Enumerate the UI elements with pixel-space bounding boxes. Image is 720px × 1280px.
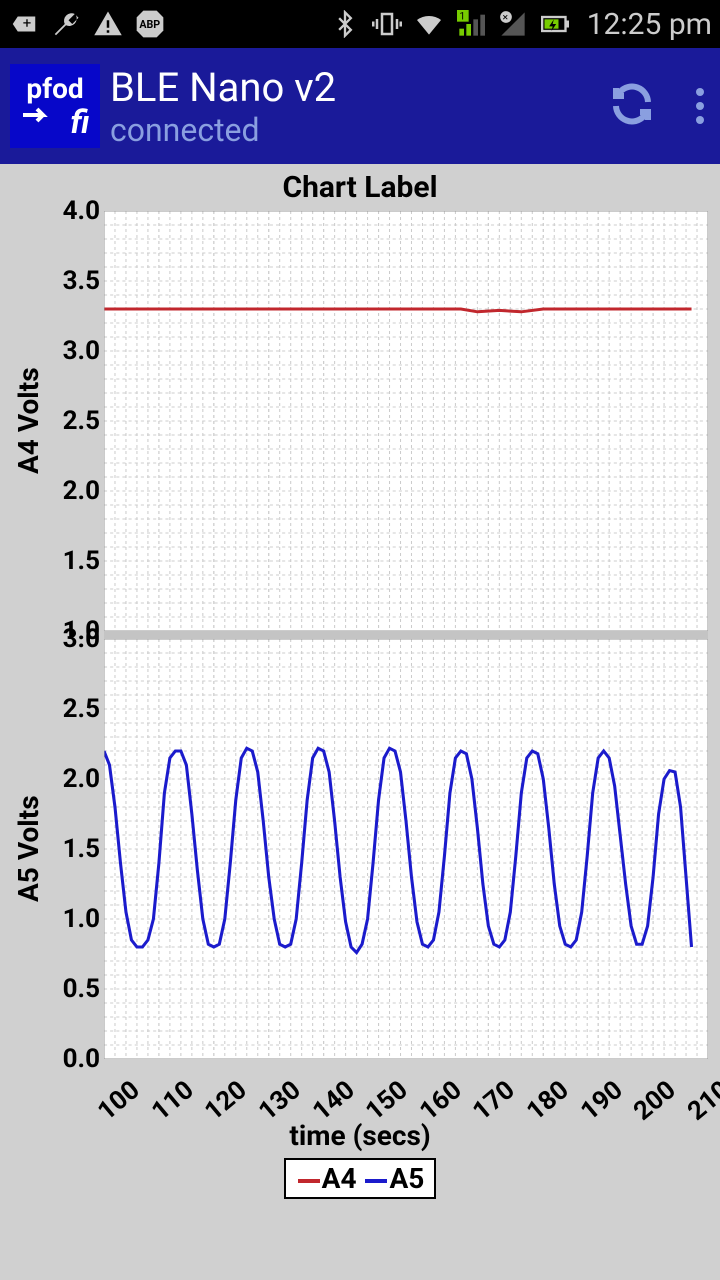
panel-divider — [104, 631, 708, 639]
app-bar: pfod fi BLE Nano v2 connected — [0, 48, 720, 164]
wrench-icon — [50, 8, 82, 40]
status-system: 1 × 12:25 pm — [329, 7, 712, 42]
app-subtitle: connected — [110, 111, 336, 149]
android-status-bar: + ABP 1 × 12:25 pm — [0, 0, 720, 48]
abp-icon: ABP — [134, 8, 166, 40]
tag-icon: + — [8, 8, 40, 40]
chart-legend: A4 A5 — [284, 1158, 437, 1199]
wifi-icon — [413, 8, 445, 40]
app-title: BLE Nano v2 — [110, 64, 336, 111]
logo-top: pfod — [26, 75, 83, 103]
svg-text:×: × — [502, 11, 508, 24]
svg-text:ABP: ABP — [139, 18, 160, 31]
app-logo: pfod fi — [10, 64, 100, 148]
warning-icon — [92, 8, 124, 40]
status-notifications: + ABP — [8, 8, 166, 40]
panel2-ylabel: A5 Volts — [12, 639, 44, 1059]
svg-text:+: + — [23, 14, 32, 32]
chart-xlabel: time (secs) — [12, 1119, 708, 1152]
status-time: 12:25 pm — [587, 7, 712, 42]
svg-text:1: 1 — [459, 10, 465, 22]
vibrate-icon — [371, 8, 403, 40]
battery-icon — [539, 8, 571, 40]
signal2-icon: × — [497, 8, 529, 40]
app-title-block: BLE Nano v2 connected — [110, 64, 336, 149]
refresh-button[interactable] — [608, 80, 656, 132]
legend-item-a5: A5 — [389, 1162, 424, 1195]
bluetooth-icon — [329, 8, 361, 40]
panel1-ylabel: A4 Volts — [12, 211, 44, 631]
chart-container: Chart Label A4 Volts A5 Volts 1.01.52.02… — [0, 164, 720, 1207]
chart-title: Chart Label — [12, 168, 708, 211]
legend-item-a4: A4 — [322, 1162, 357, 1195]
chart-panel-a4[interactable] — [104, 211, 708, 631]
overflow-menu-button[interactable] — [696, 88, 704, 124]
signal1-icon: 1 — [455, 8, 487, 40]
logo-bottom: fi — [21, 103, 90, 138]
chart-panel-a5[interactable] — [104, 639, 708, 1059]
